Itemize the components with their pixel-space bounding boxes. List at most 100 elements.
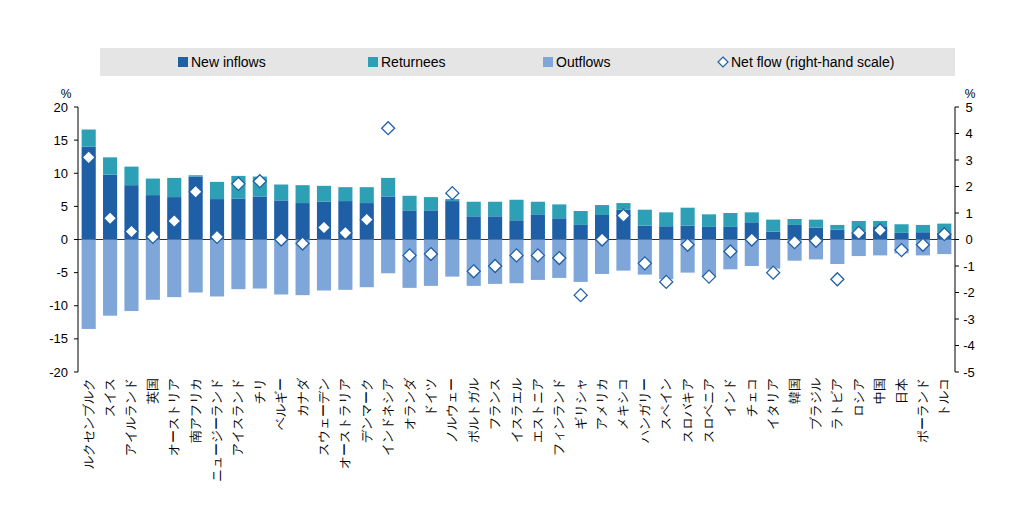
y2-tick xyxy=(955,319,959,320)
y2-tick-label: 0 xyxy=(965,232,972,247)
x-tick-label: 中国 xyxy=(872,378,887,404)
y2-tick-label: 2 xyxy=(965,179,972,194)
net-flow-marker xyxy=(253,175,266,188)
net-flow-marker xyxy=(125,225,138,238)
bar xyxy=(296,185,310,203)
x-tick-label: チリ xyxy=(252,378,267,404)
x-tick-label: ロシア xyxy=(851,378,866,417)
bar xyxy=(381,178,395,197)
x-tick-label: 韓国 xyxy=(787,378,802,404)
bar xyxy=(424,210,438,239)
net-flow-marker xyxy=(703,270,716,283)
bar xyxy=(681,208,695,226)
bar xyxy=(253,240,267,289)
bar xyxy=(360,203,374,239)
y-tick xyxy=(74,206,78,207)
x-tick-label: チェコ xyxy=(744,378,759,417)
bar xyxy=(766,232,780,240)
x-tick-label: オランダ xyxy=(402,377,417,430)
net-flow-marker xyxy=(275,233,288,246)
bar xyxy=(424,240,438,286)
y-tick xyxy=(74,338,78,339)
y-tick xyxy=(74,140,78,141)
x-tick-label: オーストリア xyxy=(166,378,181,456)
bar xyxy=(659,226,673,239)
y2-tick-label: -5 xyxy=(963,365,975,380)
bar xyxy=(124,185,138,239)
bar xyxy=(467,216,481,239)
net-flow-marker xyxy=(553,252,566,265)
bar xyxy=(723,240,737,270)
x-tick-label: スウェーデン xyxy=(316,378,331,456)
y2-tick xyxy=(955,372,959,373)
bar xyxy=(317,202,331,240)
bar xyxy=(574,211,588,225)
legend-marker xyxy=(718,57,728,67)
bar xyxy=(702,227,716,240)
x-tick-label: トルコ xyxy=(936,378,951,417)
bar xyxy=(445,201,459,239)
bar xyxy=(552,204,566,218)
net-flow-marker xyxy=(638,257,651,270)
y2-tick-label: -1 xyxy=(963,259,975,274)
bar xyxy=(702,214,716,227)
bar xyxy=(509,220,523,239)
x-tick-label: スロバキア xyxy=(680,378,695,443)
net-flow-marker xyxy=(296,237,309,250)
bar xyxy=(830,230,844,240)
y2-tick-label: 3 xyxy=(965,153,972,168)
x-tick-label: 日本 xyxy=(894,378,909,404)
net-flow-marker xyxy=(831,273,844,286)
x-tick-label: インド xyxy=(722,378,737,417)
y-tick-label: 20 xyxy=(54,100,68,115)
x-tick-label: カナダ xyxy=(295,377,310,417)
bar xyxy=(745,212,759,222)
bar xyxy=(167,197,181,239)
y-tick-label: 5 xyxy=(61,199,68,214)
bar xyxy=(659,240,673,280)
bar xyxy=(552,240,566,278)
bar xyxy=(595,205,609,215)
y-tick xyxy=(74,372,78,373)
bar xyxy=(638,226,652,240)
net-flow-marker xyxy=(767,266,780,279)
bar xyxy=(766,220,780,232)
net-flow-marker xyxy=(403,249,416,262)
y2-tick-label: -2 xyxy=(963,285,975,300)
bar xyxy=(616,240,630,271)
net-flow-marker xyxy=(146,230,159,243)
bar xyxy=(338,240,352,290)
bar xyxy=(916,225,930,232)
bar xyxy=(638,210,652,226)
net-flow-marker xyxy=(211,230,224,243)
net-flow-marker xyxy=(916,238,929,251)
bar xyxy=(317,240,331,291)
bar xyxy=(509,240,523,284)
bar xyxy=(381,240,395,274)
bar xyxy=(488,240,502,284)
bar xyxy=(189,177,203,240)
legend-label: New inflows xyxy=(191,54,266,70)
net-flow-marker xyxy=(809,234,822,247)
bar xyxy=(167,240,181,298)
y-tick-label: -5 xyxy=(56,265,68,280)
x-tick-label: メキシコ xyxy=(615,378,630,430)
x-tick-label: イタリア xyxy=(765,378,780,430)
net-flow-marker xyxy=(745,233,758,246)
bar xyxy=(231,198,245,239)
x-axis-labels: ルクセンブルクスイスアイルランド英国オーストリア南アフリカニュージーランドアイス… xyxy=(81,377,952,482)
x-tick-label: アイルランド xyxy=(123,378,138,456)
bar xyxy=(445,240,459,277)
x-tick-label: ギリシャ xyxy=(573,378,588,430)
bar xyxy=(338,187,352,201)
bar xyxy=(210,240,224,297)
bar xyxy=(189,240,203,293)
bar xyxy=(402,210,416,239)
bar xyxy=(531,202,545,215)
bar xyxy=(296,203,310,239)
bar xyxy=(766,240,780,269)
y2-tick-label: -3 xyxy=(963,312,975,327)
bar xyxy=(830,225,844,230)
y2-tick xyxy=(955,239,959,240)
bar xyxy=(231,176,245,199)
